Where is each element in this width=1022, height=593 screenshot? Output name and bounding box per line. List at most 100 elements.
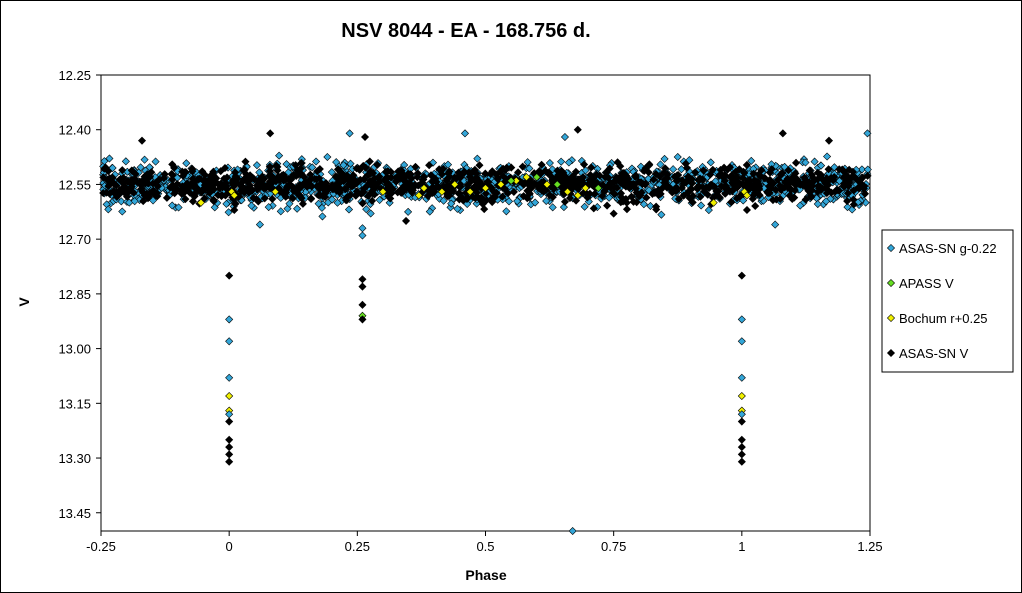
asassn-v-point	[205, 188, 214, 197]
asassn-v-point	[826, 175, 835, 184]
asassn-v-point	[160, 170, 169, 179]
asassn-v-point	[790, 186, 799, 195]
asassn-g-point	[224, 208, 233, 217]
asassn-v-point	[316, 191, 325, 200]
asassn-v-point	[560, 197, 570, 206]
asassn-v-point	[469, 193, 478, 202]
asassn-v-point	[545, 190, 554, 200]
asassn-v-point	[815, 184, 824, 193]
x-axis: -0.25 0 0.25 0.5 0.75 1 1.25	[86, 531, 883, 554]
asassn-v-point	[755, 191, 764, 200]
asassn-v-point	[360, 175, 369, 184]
asassn-g-point	[252, 161, 261, 170]
asassn-v-point	[642, 193, 651, 202]
x-tick-label: -0.25	[86, 539, 116, 554]
asassn-v-point	[324, 185, 333, 194]
asassn-v-point	[435, 165, 444, 174]
asassn-v-point	[654, 191, 663, 200]
asassn-v-point	[587, 163, 596, 172]
asassn-v-point	[127, 166, 136, 175]
asassn-g-point	[333, 198, 342, 207]
asassn-v-point	[199, 176, 208, 186]
asassn-v-point	[209, 195, 218, 204]
data-marks	[99, 125, 872, 536]
bochum-point	[378, 187, 387, 196]
asassn-v-point	[627, 192, 636, 201]
bochum-point	[481, 184, 490, 193]
asassn-g-point	[168, 201, 177, 210]
asassn-g-point	[314, 199, 323, 208]
asassn-v-point	[336, 168, 345, 177]
asassn-v-point	[143, 194, 153, 203]
asassn-v-point	[454, 189, 463, 198]
asassn-g-point	[293, 204, 302, 213]
asassn-g-point	[283, 204, 292, 213]
asassn-v-point	[153, 182, 162, 191]
asassn-v-point	[217, 192, 226, 201]
asassn-v-point	[188, 197, 197, 206]
asassn-v-point	[843, 197, 852, 206]
asassn-v-point	[148, 179, 157, 188]
asassn-v-point	[225, 271, 234, 280]
asassn-v-point	[168, 160, 177, 169]
asassn-v-point	[332, 186, 341, 195]
asassn-g-point	[747, 156, 756, 165]
asassn-g-point	[531, 198, 540, 207]
asassn-g-point	[130, 197, 139, 206]
asassn-v-point	[358, 300, 367, 309]
asassn-v-point	[581, 188, 590, 197]
asassn-v-point	[358, 199, 367, 208]
asassn-v-point	[112, 192, 121, 201]
asassn-v-point	[767, 184, 776, 193]
legend-marker	[886, 348, 896, 358]
asassn-v-point	[431, 184, 440, 193]
asassn-v-point	[799, 180, 808, 189]
asassn-v-point	[746, 183, 755, 192]
asassn-v-point	[112, 181, 121, 190]
asassn-v-point	[616, 189, 626, 198]
asassn-g-point	[460, 129, 470, 138]
asassn-v-point	[266, 129, 275, 138]
asassn-g-point	[737, 315, 746, 324]
asassn-v-point	[240, 187, 249, 196]
asassn-v-point	[488, 193, 497, 202]
asassn-v-point	[312, 182, 321, 191]
asassn-v-point	[282, 185, 291, 194]
asassn-v-point	[168, 170, 177, 179]
asassn-g-point	[843, 203, 852, 212]
asassn-v-point	[706, 170, 715, 179]
asassn-v-point	[518, 162, 527, 171]
asassn-g-point	[548, 203, 557, 212]
asassn-g-point	[140, 155, 149, 164]
asassn-v-point	[151, 190, 160, 199]
asassn-v-point	[720, 163, 729, 172]
asassn-g-point	[255, 220, 264, 229]
asassn-v-point	[443, 174, 452, 183]
asassn-g-point	[669, 165, 678, 174]
asassn-g-point	[795, 185, 804, 194]
asassn-v-point	[691, 168, 700, 177]
legend-label: ASAS-SN g-0.22	[899, 241, 997, 256]
asassn-v-point	[537, 160, 546, 169]
asassn-v-point	[488, 167, 497, 176]
asassn-v-point	[715, 171, 724, 180]
bochum-point	[414, 191, 423, 200]
asassn-g-point	[225, 373, 234, 382]
asassn-v-point	[755, 182, 764, 191]
asassn-g-point	[328, 195, 337, 204]
bochum-point	[573, 191, 582, 200]
asassn-v-point	[519, 192, 528, 201]
legend-marker	[886, 278, 896, 288]
asassn-g-point	[657, 210, 666, 219]
asassn-v-point	[603, 201, 612, 210]
asassn-g-point	[375, 195, 384, 204]
asassn-v-point	[616, 198, 625, 207]
asassn-v-point	[364, 191, 373, 201]
asassn-v-point	[823, 181, 832, 190]
asassn-v-point	[776, 195, 785, 204]
asassn-v-point	[335, 184, 344, 193]
asassn-g-point	[737, 373, 746, 382]
asassn-g-point	[318, 212, 327, 221]
legend-label: APASS V	[899, 276, 954, 291]
